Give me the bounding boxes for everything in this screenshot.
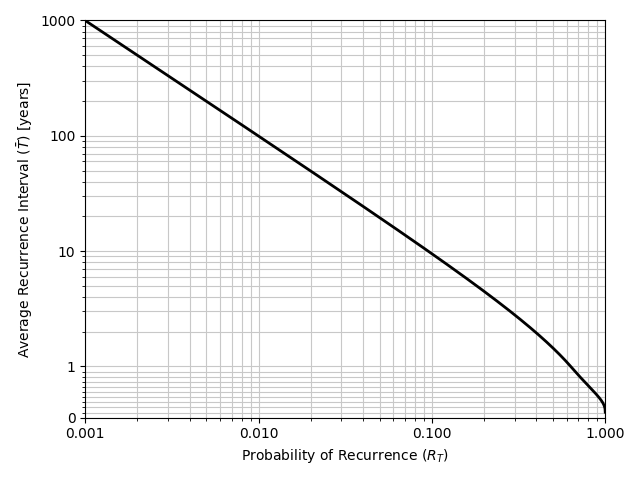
X-axis label: Probability of Recurrence ($R_T$): Probability of Recurrence ($R_T$): [241, 447, 449, 465]
Y-axis label: Average Recurrence Interval ($\bar{T}$) [years]: Average Recurrence Interval ($\bar{T}$) …: [15, 81, 35, 358]
